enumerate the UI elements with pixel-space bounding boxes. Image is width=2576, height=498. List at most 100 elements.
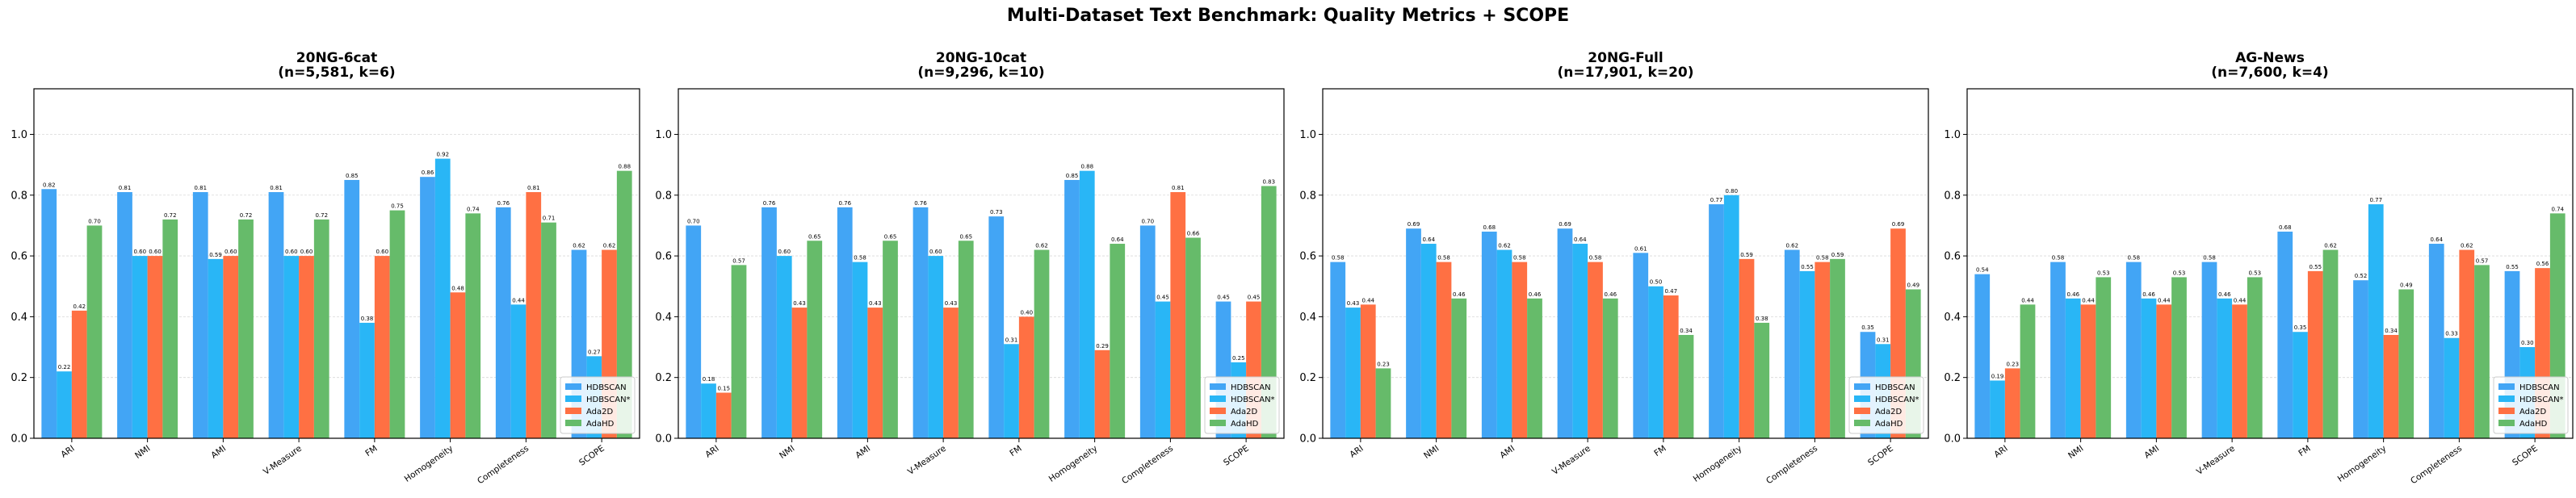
- bar: [1709, 204, 1724, 439]
- bar-value-label: 0.44: [2158, 297, 2171, 303]
- x-tick-label: Completeness: [1120, 444, 1175, 487]
- bar-value-label: 0.59: [1831, 252, 1844, 258]
- bar: [761, 207, 777, 438]
- y-tick-label: 0.6: [655, 251, 672, 263]
- bar-value-label: 0.56: [2536, 261, 2549, 267]
- legend-entry: HDBSCAN*: [1231, 395, 1275, 404]
- bar-value-label: 0.45: [1156, 295, 1169, 301]
- bar-value-label: 0.58: [1816, 255, 1829, 262]
- bar-value-label: 0.35: [1861, 324, 1874, 331]
- chart-panel: AG-News(n=7,600, k=4) 0.0 0.2 0.4 0.6 0.8 1.0 0…: [1944, 50, 2574, 486]
- bar-value-label: 0.83: [1262, 178, 1275, 185]
- legend-swatch: [1210, 420, 1226, 426]
- bar: [510, 304, 527, 438]
- bar-value-label: 0.15: [717, 386, 730, 392]
- bar-value-label: 0.30: [2521, 340, 2534, 346]
- legend-swatch: [1854, 408, 1870, 414]
- bar: [2383, 334, 2399, 438]
- bar: [1633, 253, 1649, 438]
- legend-swatch: [2498, 408, 2515, 414]
- bar-value-label: 0.35: [2294, 324, 2307, 331]
- y-tick-label: 0.0: [1944, 433, 1961, 446]
- bar-value-label: 0.86: [422, 169, 434, 176]
- bar-value-label: 0.58: [1437, 255, 1450, 262]
- bar-value-label: 0.53: [2173, 270, 2186, 276]
- bar-value-label: 0.46: [2142, 291, 2155, 298]
- bar: [238, 219, 254, 438]
- bar: [192, 192, 208, 438]
- y-tick-label: 0.6: [1944, 251, 1961, 263]
- x-tick-label: V-Measure: [2195, 444, 2237, 477]
- chart-panel: 20NG-Full(n=17,901, k=20) 0.0 0.2 0.4 0.6 0.8…: [1299, 50, 1929, 487]
- bar: [1723, 195, 1739, 439]
- bar-value-label: 0.46: [2218, 291, 2231, 298]
- bar-value-label: 0.53: [2097, 270, 2110, 276]
- bar: [776, 256, 792, 438]
- bar: [465, 213, 481, 438]
- legend-entry: HDBSCAN: [586, 383, 627, 392]
- bar-value-label: 0.62: [603, 243, 616, 249]
- x-tick-label: Completeness: [1764, 444, 1819, 487]
- bar-value-label: 0.23: [1377, 361, 1390, 367]
- bar: [2353, 280, 2368, 438]
- bar-value-label: 0.77: [1710, 197, 1723, 203]
- bar: [686, 225, 702, 438]
- bar-value-label: 0.85: [1066, 173, 1079, 179]
- bar: [1375, 368, 1391, 438]
- legend: HDBSCAN HDBSCAN* Ada2D AdaHD: [2493, 376, 2569, 434]
- x-tick-label: AMI: [1498, 444, 1517, 461]
- x-tick-label: SCOPE: [577, 444, 606, 468]
- bar: [2080, 304, 2096, 438]
- bar: [958, 241, 974, 438]
- y-tick-label: 1.0: [1299, 129, 1316, 141]
- bar: [283, 256, 300, 438]
- y-tick-label: 0.8: [1944, 190, 1961, 202]
- x-tick-label: FM: [1652, 444, 1668, 458]
- bar-value-label: 0.25: [1232, 355, 1245, 362]
- x-tick-label: Homogeneity: [2336, 444, 2389, 484]
- bar-value-label: 0.58: [1513, 255, 1526, 262]
- bar: [1990, 380, 2005, 438]
- y-tick-label: 0.8: [10, 190, 27, 202]
- bar-value-label: 0.38: [1756, 316, 1768, 322]
- bar: [2322, 249, 2339, 438]
- bar-value-label: 0.47: [1664, 288, 1677, 295]
- bar: [2277, 231, 2293, 438]
- bar-value-label: 0.62: [1035, 243, 1048, 249]
- bar-value-label: 0.55: [1801, 264, 1814, 270]
- bar-value-label: 0.66: [1187, 230, 1200, 236]
- bar-value-label: 0.45: [1248, 295, 1261, 301]
- x-tick-label: FM: [1008, 444, 1023, 458]
- bar-value-label: 0.92: [436, 152, 449, 158]
- y-tick-label: 1.0: [1944, 129, 1961, 141]
- chart-panels: 20NG-6cat(n=5,581, k=6) 0.0 0.2 0.4 0.6 0.8 1.…: [10, 50, 2574, 487]
- bar-value-label: 0.88: [618, 164, 631, 170]
- bar-value-label: 0.44: [2021, 297, 2034, 303]
- x-tick-label: FM: [363, 444, 379, 458]
- panel-title: 20NG-10cat: [936, 50, 1026, 66]
- bar-value-label: 0.68: [2279, 224, 2292, 231]
- y-tick-label: 0.2: [1944, 372, 1961, 384]
- x-tick-label: NMI: [778, 444, 796, 461]
- bar-value-label: 0.70: [1141, 218, 1154, 224]
- bar-value-label: 0.69: [1559, 221, 1571, 228]
- bar: [2020, 304, 2036, 438]
- bar-value-label: 0.44: [512, 297, 525, 303]
- bar-value-label: 0.62: [2324, 243, 2337, 249]
- y-tick-label: 0.4: [10, 312, 27, 324]
- bar: [1018, 316, 1034, 438]
- bar-value-label: 0.57: [732, 257, 745, 264]
- legend-box: [1848, 376, 1924, 434]
- bar: [2368, 204, 2384, 439]
- bar: [1496, 249, 1512, 438]
- bar: [374, 256, 390, 438]
- legend-swatch: [1210, 395, 1226, 402]
- x-tick-label: SCOPE: [2511, 444, 2540, 468]
- bar-value-label: 0.31: [1877, 337, 1890, 343]
- bar: [1079, 170, 1095, 438]
- bar: [837, 207, 853, 438]
- bar: [988, 216, 1005, 438]
- bar-value-label: 0.50: [1650, 279, 1663, 286]
- bar: [223, 256, 239, 438]
- bar: [1330, 262, 1346, 438]
